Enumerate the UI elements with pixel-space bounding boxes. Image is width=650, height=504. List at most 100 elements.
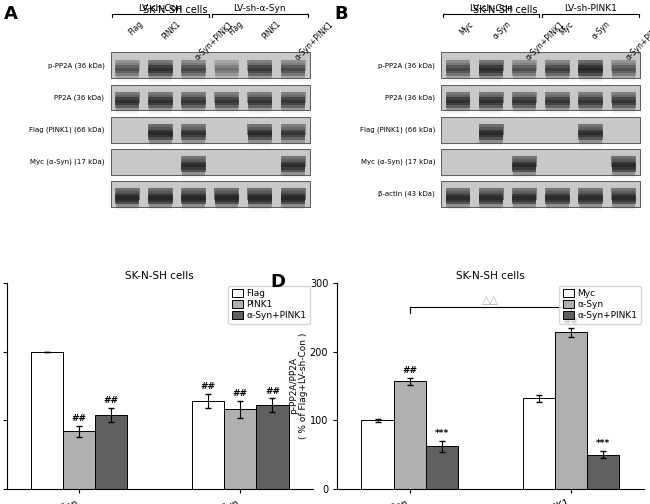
- Bar: [613, 57, 634, 66]
- Bar: [192, 401, 224, 489]
- Bar: [181, 130, 206, 138]
- Bar: [281, 130, 306, 138]
- Bar: [248, 191, 272, 199]
- Bar: [613, 60, 635, 68]
- Bar: [181, 100, 206, 108]
- Bar: [545, 97, 569, 105]
- Bar: [116, 191, 139, 199]
- Bar: [283, 122, 304, 130]
- Text: α-Syn+PINK1: α-Syn+PINK1: [525, 20, 567, 61]
- Bar: [480, 124, 502, 132]
- Bar: [183, 73, 205, 81]
- Bar: [214, 197, 239, 204]
- Bar: [479, 130, 503, 138]
- Bar: [545, 188, 570, 200]
- Bar: [248, 63, 272, 71]
- Bar: [183, 92, 205, 100]
- Bar: [115, 97, 139, 105]
- Bar: [612, 92, 636, 103]
- Bar: [480, 60, 502, 68]
- Bar: [545, 197, 569, 204]
- Text: p-PP2A (36 kDa): p-PP2A (36 kDa): [47, 62, 105, 69]
- Bar: [283, 57, 304, 66]
- Bar: [480, 122, 502, 130]
- Bar: [250, 76, 270, 84]
- Bar: [111, 85, 309, 110]
- Bar: [612, 95, 636, 103]
- Bar: [214, 97, 239, 105]
- Bar: [281, 59, 306, 71]
- Bar: [149, 191, 172, 199]
- Bar: [480, 92, 502, 100]
- Bar: [183, 140, 204, 148]
- Bar: [612, 197, 636, 204]
- Bar: [149, 103, 172, 110]
- Bar: [281, 127, 305, 135]
- Bar: [214, 194, 239, 202]
- Bar: [283, 204, 304, 212]
- Bar: [480, 76, 502, 84]
- Text: ##: ##: [72, 414, 86, 423]
- Bar: [183, 76, 204, 84]
- Bar: [281, 156, 306, 167]
- Bar: [216, 90, 237, 97]
- Bar: [580, 92, 602, 100]
- Bar: [612, 191, 636, 199]
- Bar: [479, 66, 503, 73]
- Bar: [545, 66, 569, 73]
- Text: ***: ***: [435, 429, 449, 438]
- Bar: [446, 197, 470, 204]
- Bar: [480, 188, 502, 197]
- Legend: Flag, PINK1, α-Syn+PINK1: Flag, PINK1, α-Syn+PINK1: [228, 286, 310, 324]
- Bar: [514, 105, 536, 113]
- Bar: [613, 169, 635, 177]
- Bar: [480, 108, 502, 115]
- Bar: [215, 199, 239, 207]
- Bar: [183, 138, 205, 145]
- Bar: [150, 124, 172, 132]
- Bar: [547, 188, 569, 197]
- Bar: [282, 169, 304, 177]
- Bar: [116, 71, 139, 78]
- Bar: [181, 164, 206, 172]
- Bar: [512, 194, 536, 202]
- Bar: [445, 59, 471, 71]
- Bar: [441, 116, 640, 143]
- Bar: [181, 97, 206, 105]
- Bar: [513, 167, 536, 175]
- Bar: [148, 100, 172, 108]
- Bar: [183, 57, 204, 66]
- Bar: [546, 103, 569, 110]
- Bar: [447, 76, 469, 84]
- Text: A: A: [3, 5, 18, 23]
- Bar: [249, 202, 271, 209]
- Bar: [514, 92, 536, 100]
- Bar: [426, 447, 458, 489]
- Bar: [116, 105, 138, 113]
- Bar: [282, 73, 304, 81]
- Bar: [248, 130, 272, 138]
- Bar: [480, 140, 502, 148]
- Bar: [248, 95, 272, 103]
- Text: Flag (PINK1) (66 kDa): Flag (PINK1) (66 kDa): [360, 127, 436, 133]
- Bar: [546, 191, 569, 199]
- Bar: [216, 57, 237, 66]
- Bar: [248, 194, 272, 202]
- Bar: [478, 92, 504, 103]
- Bar: [480, 138, 502, 145]
- Bar: [580, 57, 601, 66]
- Bar: [512, 68, 536, 76]
- Bar: [612, 63, 636, 71]
- Text: ##: ##: [265, 387, 280, 396]
- Bar: [447, 199, 469, 207]
- Bar: [580, 186, 601, 194]
- Bar: [281, 92, 306, 103]
- Bar: [250, 57, 270, 66]
- Bar: [580, 204, 601, 212]
- Bar: [215, 103, 239, 110]
- Text: Myc: Myc: [458, 20, 475, 37]
- Bar: [478, 124, 504, 135]
- Bar: [613, 76, 634, 84]
- Bar: [281, 191, 305, 199]
- Bar: [447, 191, 469, 199]
